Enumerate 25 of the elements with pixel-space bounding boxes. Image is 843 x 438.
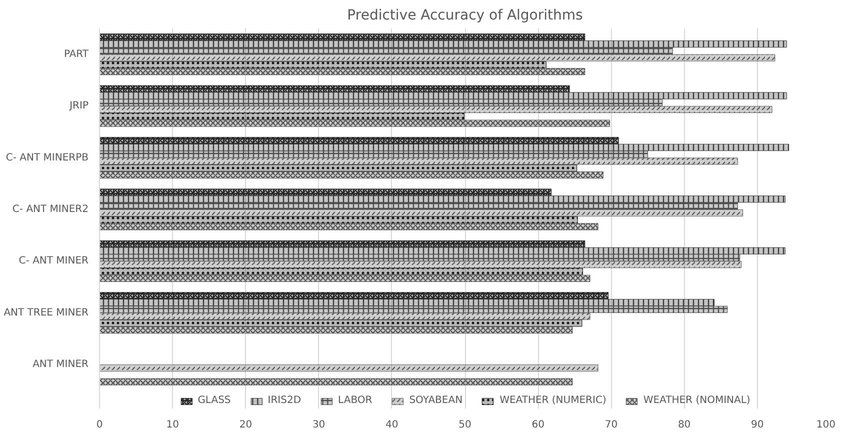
x-tick-label: 20: [239, 420, 252, 430]
x-tick-label: 30: [312, 420, 326, 430]
y-tick-label: C- ANT MINER: [18, 256, 89, 267]
x-tick-label: 90: [751, 420, 764, 430]
x-tick-label: 80: [678, 420, 691, 430]
legend-label: SOYABEAN: [409, 395, 463, 406]
x-tick-label: 70: [604, 420, 618, 430]
y-tick-label: PART: [64, 48, 90, 60]
y-tick-label: C- ANT MINER2: [12, 204, 89, 215]
y-tick-label: C- ANT MINERPB: [6, 152, 89, 164]
legend-label: WEATHER (NUMERIC): [500, 395, 606, 406]
y-tick-label: ANT TREE MINER: [4, 307, 89, 318]
legend-label: LABOR: [338, 395, 372, 406]
x-tick-label: 60: [532, 420, 544, 430]
legend-label: GLASS: [198, 395, 231, 406]
chart-title: Predictive Accuracy of Algorithms: [347, 8, 583, 24]
x-tick-label: 50: [458, 420, 472, 430]
x-tick-label: 0: [96, 420, 103, 430]
x-tick-label: 40: [386, 420, 398, 430]
y-tick-label: JRIP: [68, 100, 89, 112]
x-tick-label: 100: [816, 420, 836, 430]
legend-label: IRIS2D: [268, 395, 302, 406]
legend-label: WEATHER (NOMINAL): [643, 395, 750, 406]
x-tick-label: 10: [166, 420, 179, 430]
y-tick-label: ANT MINER: [32, 359, 89, 370]
